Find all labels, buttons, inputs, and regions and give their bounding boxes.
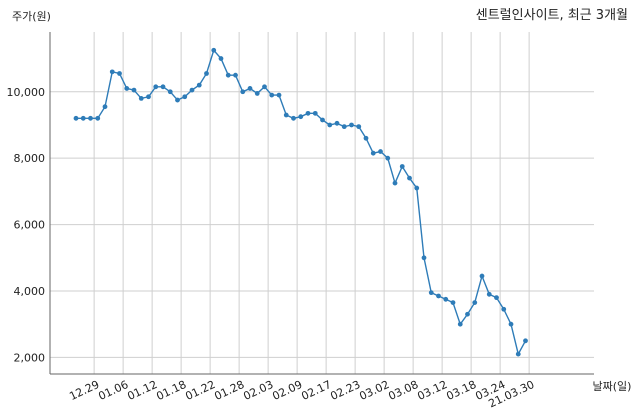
series-points bbox=[73, 47, 528, 357]
data-point bbox=[392, 180, 398, 186]
data-point bbox=[117, 71, 122, 76]
data-point bbox=[262, 84, 267, 90]
data-point bbox=[175, 97, 180, 103]
data-point bbox=[327, 122, 333, 128]
data-point bbox=[247, 86, 253, 91]
data-point bbox=[80, 115, 86, 121]
data-point bbox=[523, 338, 528, 344]
data-point bbox=[254, 91, 260, 96]
y-tick-label: 4,000 bbox=[14, 285, 46, 298]
data-point bbox=[494, 295, 499, 301]
chart-title: 센트럴인사이트, 최근 3개월 bbox=[476, 8, 628, 23]
data-point bbox=[472, 300, 478, 306]
data-point bbox=[508, 321, 514, 327]
data-point bbox=[486, 291, 492, 297]
axes bbox=[49, 32, 594, 375]
data-point bbox=[428, 290, 434, 296]
data-point bbox=[109, 69, 115, 75]
data-point bbox=[436, 293, 441, 299]
data-point bbox=[196, 82, 202, 88]
data-point bbox=[356, 124, 362, 130]
data-point bbox=[153, 84, 159, 90]
y-axis-title: 주가(원) bbox=[12, 10, 51, 23]
data-point bbox=[167, 89, 173, 95]
data-point bbox=[240, 89, 246, 95]
data-point bbox=[320, 117, 325, 123]
data-point bbox=[501, 306, 507, 312]
data-point bbox=[465, 311, 470, 317]
y-tick-label: 10,000 bbox=[7, 86, 46, 99]
series-line bbox=[76, 48, 527, 357]
data-point bbox=[88, 115, 93, 121]
y-tick-label: 2,000 bbox=[14, 351, 46, 364]
data-point bbox=[312, 110, 318, 116]
data-point bbox=[341, 124, 347, 130]
data-point bbox=[160, 84, 166, 90]
data-point bbox=[378, 149, 383, 154]
data-point bbox=[225, 72, 231, 78]
data-point bbox=[479, 273, 485, 279]
data-point bbox=[182, 94, 188, 100]
data-point bbox=[457, 321, 463, 327]
data-point bbox=[399, 164, 405, 169]
data-point bbox=[131, 87, 137, 93]
data-point bbox=[73, 115, 79, 121]
data-point bbox=[146, 94, 151, 100]
data-point bbox=[443, 296, 449, 302]
data-point bbox=[370, 150, 376, 156]
y-tick-label: 6,000 bbox=[14, 219, 46, 232]
data-point bbox=[233, 72, 238, 78]
data-point bbox=[385, 155, 391, 161]
data-point bbox=[349, 122, 354, 128]
data-point bbox=[291, 115, 296, 121]
data-point bbox=[450, 300, 456, 306]
data-point bbox=[218, 56, 224, 61]
data-point bbox=[414, 185, 420, 191]
data-point bbox=[138, 96, 144, 101]
data-point bbox=[515, 351, 521, 357]
data-point bbox=[102, 104, 108, 110]
data-point bbox=[305, 110, 311, 116]
data-point bbox=[189, 87, 195, 93]
data-point bbox=[298, 114, 304, 120]
data-point bbox=[334, 120, 340, 126]
x-axis-title: 날짜(일) bbox=[593, 379, 632, 393]
y-tick-labels: 2,000 4,000 6,000 8,000 10,000 bbox=[7, 86, 46, 365]
data-point bbox=[95, 115, 101, 121]
data-point bbox=[363, 135, 369, 141]
x-tick-labels: 12.2901.0601.1201.1801.2201.2802.0302.09… bbox=[67, 378, 536, 410]
data-point bbox=[407, 175, 412, 181]
y-tick-label: 8,000 bbox=[14, 152, 46, 165]
data-point bbox=[269, 92, 275, 98]
data-point bbox=[276, 92, 282, 98]
data-point bbox=[283, 112, 289, 118]
data-point bbox=[211, 47, 217, 53]
data-point bbox=[204, 71, 209, 76]
grid bbox=[50, 32, 594, 374]
data-point bbox=[421, 255, 427, 261]
data-point bbox=[124, 86, 130, 91]
